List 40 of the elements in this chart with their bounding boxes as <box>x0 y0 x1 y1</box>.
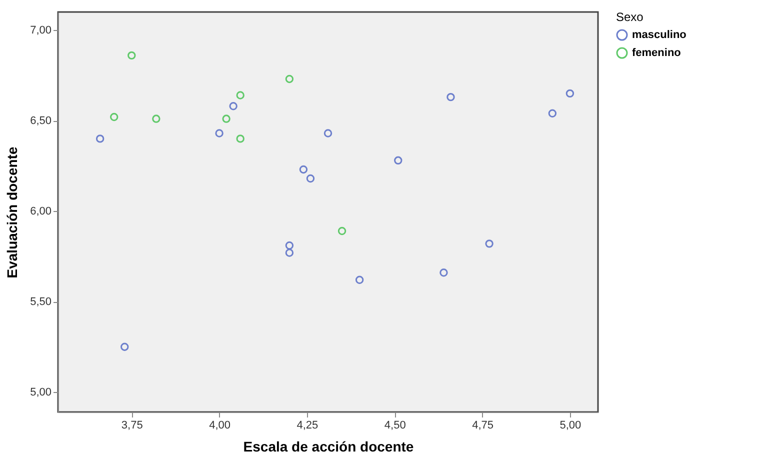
point <box>96 134 104 143</box>
point <box>338 226 346 236</box>
point <box>222 114 230 123</box>
point <box>152 114 160 123</box>
x-tick-label: 3,75 <box>121 420 143 432</box>
point <box>485 240 494 248</box>
y-axis-title: Evaluación docente <box>4 146 20 278</box>
point <box>236 91 244 100</box>
x-tick-label: 4,50 <box>384 420 406 432</box>
x-tick-label: 4,25 <box>296 420 318 432</box>
x-tick-label: 4,00 <box>209 420 231 432</box>
y-tick-label: 7,00 <box>30 24 52 37</box>
point <box>229 102 238 110</box>
y-tick-label: 6,50 <box>30 115 52 128</box>
legend-title: Sexo <box>616 10 644 24</box>
point <box>215 129 224 138</box>
x-tick-label: 4,75 <box>472 420 494 432</box>
point <box>285 241 294 250</box>
point <box>394 156 402 165</box>
x-axis-title: Escala de acción docente <box>243 438 414 454</box>
point <box>548 109 557 118</box>
point <box>110 112 118 122</box>
legend-label: femenino <box>632 47 682 59</box>
point <box>306 174 315 183</box>
y-tick-label: 5,00 <box>30 386 52 399</box>
point <box>446 92 455 102</box>
point <box>236 134 244 143</box>
point <box>440 268 448 277</box>
point <box>299 165 308 174</box>
y-tick-label: 5,50 <box>30 296 52 308</box>
legend-label: masculino <box>632 29 687 41</box>
y-tick-label: 6,00 <box>30 206 52 218</box>
point <box>285 74 294 84</box>
point <box>128 51 136 60</box>
x-tick-label: 5,00 <box>560 420 582 432</box>
point <box>120 342 129 351</box>
point <box>566 89 574 98</box>
point <box>285 248 294 257</box>
point <box>355 276 364 284</box>
point <box>324 129 332 138</box>
